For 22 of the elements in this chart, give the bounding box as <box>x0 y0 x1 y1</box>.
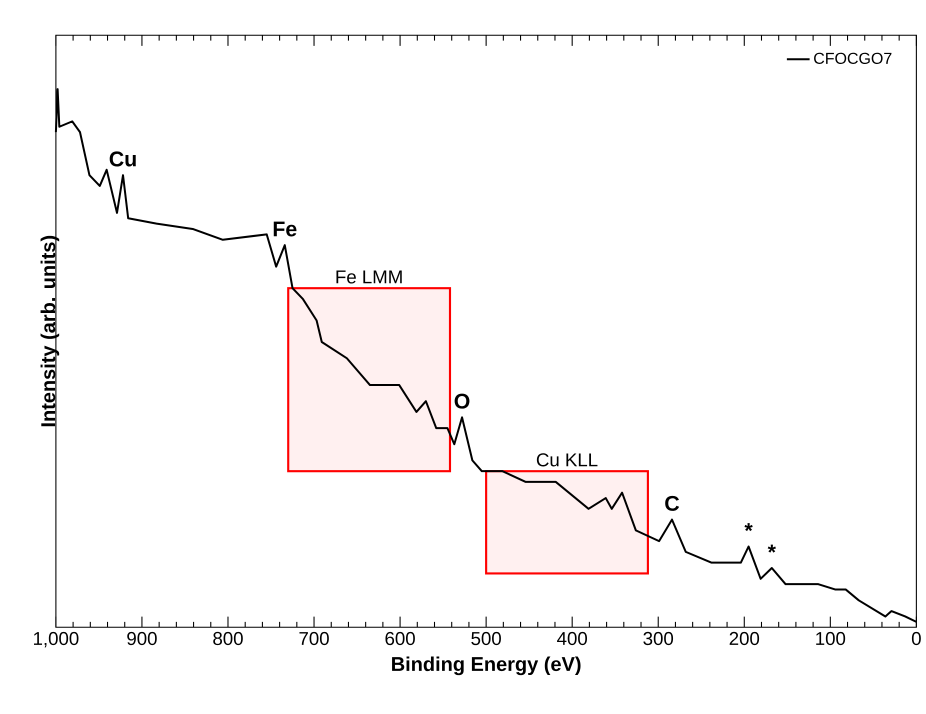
annotation: * <box>768 544 776 553</box>
x-tick-label: 400 <box>557 632 587 646</box>
x-tick-label: 900 <box>127 632 157 646</box>
annotation: C <box>665 496 680 512</box>
annotation: Fe <box>274 222 296 237</box>
band-label: Fe LMM <box>336 270 402 284</box>
legend-label: CFOCGO7 <box>814 52 892 64</box>
x-tick-label: 300 <box>643 632 674 646</box>
x-tick-label: 100 <box>816 632 846 646</box>
x-axis-title: Binding Energy (eV) <box>392 656 581 676</box>
x-tick-label: 800 <box>213 632 243 646</box>
x-tick-label: 600 <box>385 632 415 646</box>
x-tick-label: 500 <box>471 632 501 646</box>
x-tick-label: 0 <box>912 632 921 646</box>
y-axis-title: Intensity (arb. units) <box>40 236 60 426</box>
x-tick-label: 1,000 <box>34 632 78 648</box>
x-tick-label: 200 <box>730 632 760 646</box>
band-label: Cu KLL <box>536 453 598 467</box>
annotation: Cu <box>110 152 136 167</box>
x-tick-label: 700 <box>299 632 329 646</box>
annotation: O <box>454 394 470 409</box>
annotation: * <box>744 523 753 532</box>
